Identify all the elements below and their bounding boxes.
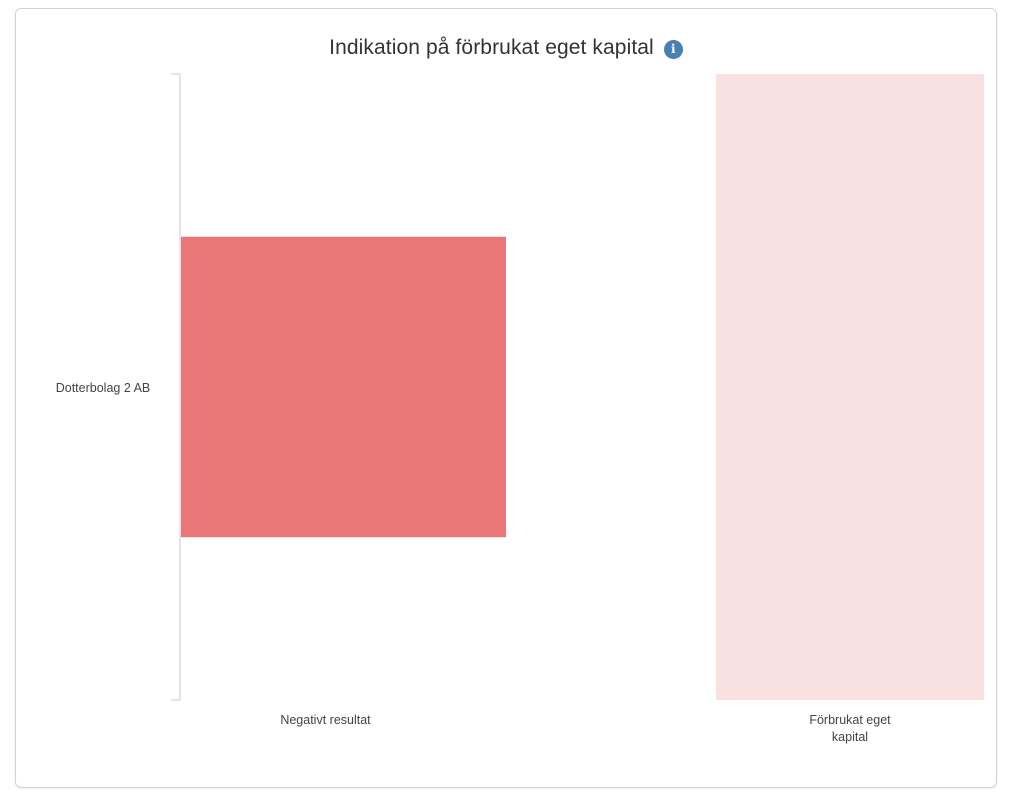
bar-layer (181, 74, 984, 700)
y-tick-label: Dotterbolag 2 AB (56, 381, 151, 395)
label-layer: Dotterbolag 2 AB Negativt resultat Förbruk… (56, 381, 891, 744)
axis-layer (171, 73, 181, 701)
chart-header: Indikation på förbrukat eget kapital i (16, 36, 996, 60)
bar-2 (716, 74, 984, 700)
x-tick-label: Negativt resultat (280, 713, 371, 727)
info-icon[interactable]: i (663, 39, 683, 59)
x-tick-label: Förbrukat eget kapital (809, 713, 891, 744)
chart-title: Indikation på förbrukat eget kapital (329, 36, 654, 59)
bar-1 (181, 236, 506, 538)
